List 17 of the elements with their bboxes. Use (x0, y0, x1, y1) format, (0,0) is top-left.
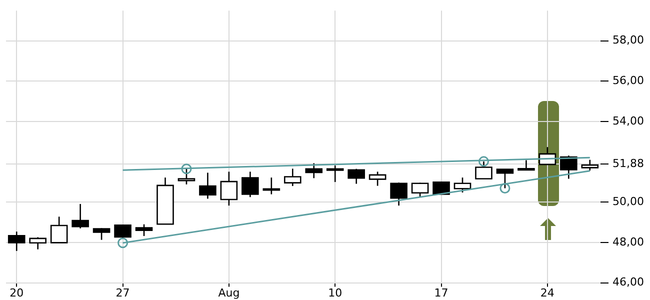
y-tick-label: 54,00 (612, 114, 644, 128)
point (500, 182, 510, 194)
x-tick-label: 17 (434, 286, 448, 300)
point (478, 156, 489, 167)
y-tick-label: 56,00 (612, 74, 644, 88)
y-tick-label: 51,88 (612, 157, 644, 170)
x-tick-label: 10 (328, 286, 342, 300)
y-tick-label: 58,00 (612, 34, 644, 47)
y-tick-label: 48,00 (612, 235, 644, 248)
x-tick-label: 24 (540, 286, 554, 300)
x-tick-label: Aug (218, 286, 240, 300)
y-tick-label: 50,00 (612, 195, 644, 208)
point (118, 238, 128, 248)
x-tick-label: 20 (10, 286, 24, 300)
y-tick-label: 46,00 (612, 276, 644, 289)
x-tick-label: 27 (116, 286, 130, 300)
point (181, 164, 192, 174)
